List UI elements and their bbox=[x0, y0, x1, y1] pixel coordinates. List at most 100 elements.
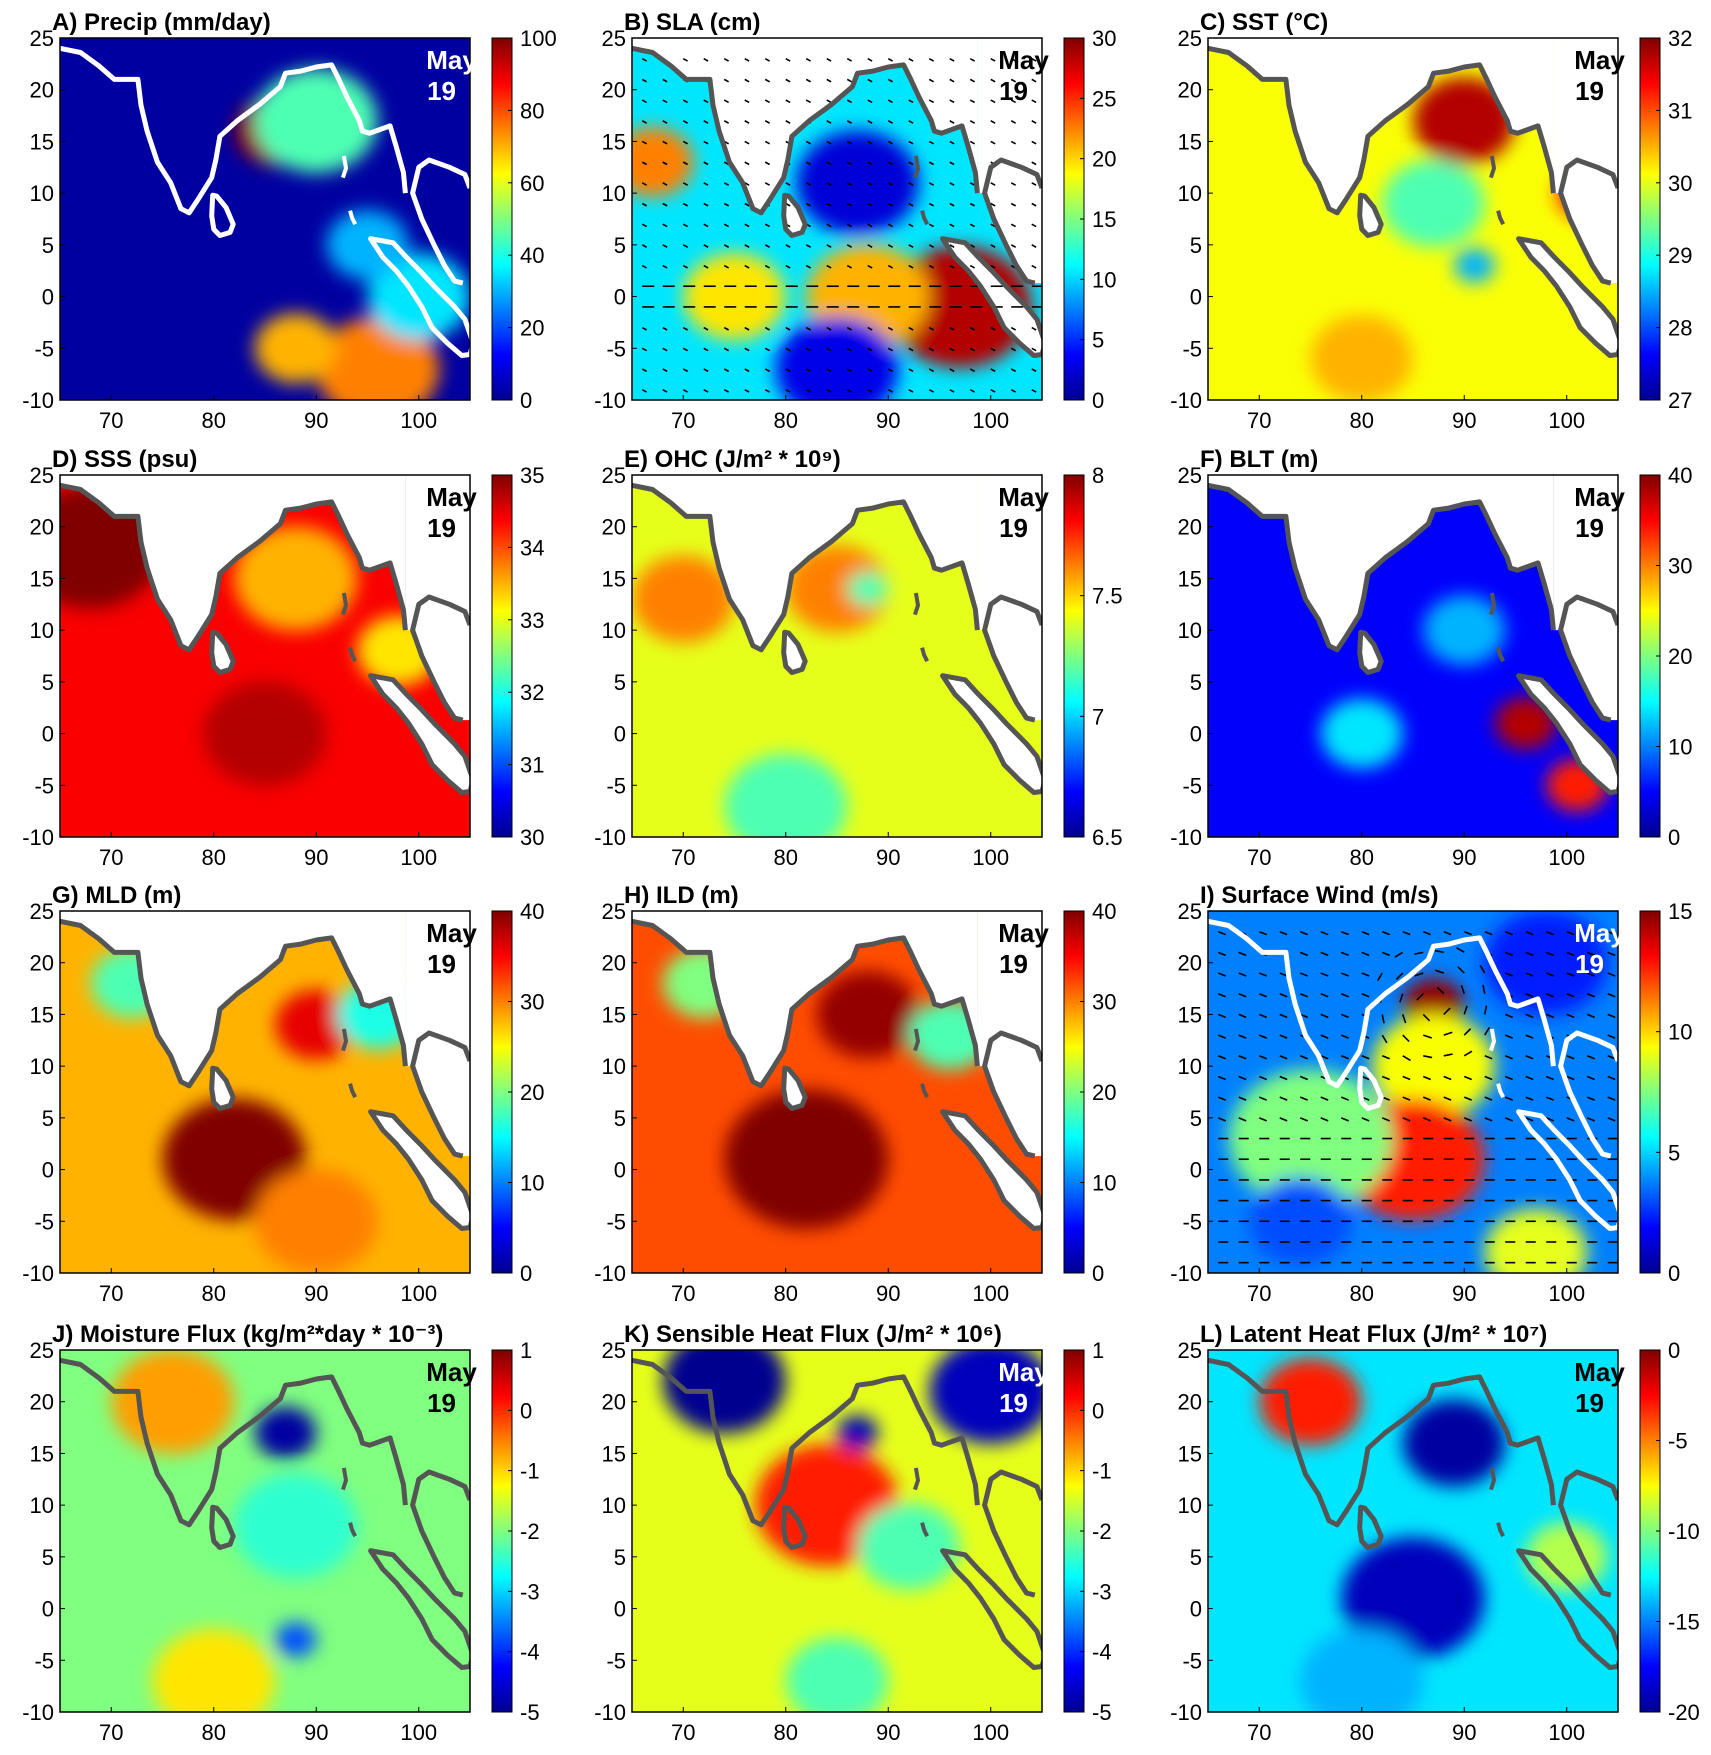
vector-arrow bbox=[990, 140, 996, 145]
coastline-andaman bbox=[913, 155, 920, 179]
vector-arrow bbox=[846, 326, 853, 331]
vector-arrow bbox=[723, 368, 730, 373]
colorbar-tick-label: 30 bbox=[520, 990, 544, 1015]
vector-arrow bbox=[1361, 1075, 1370, 1081]
x-tick-label: 80 bbox=[1350, 1281, 1374, 1306]
coastline bbox=[1208, 45, 1618, 358]
vector-arrow bbox=[805, 99, 812, 104]
heatmap-field bbox=[60, 475, 470, 837]
heatmap-anomaly bbox=[234, 1473, 358, 1579]
vector-arrow bbox=[785, 388, 791, 393]
vector-arrow bbox=[908, 202, 914, 207]
y-tick-label: -5 bbox=[34, 336, 54, 361]
vector-arrow bbox=[1320, 1013, 1329, 1019]
vector-arrow bbox=[1361, 930, 1370, 936]
vector-arrow bbox=[1217, 1075, 1226, 1081]
coastline-andaman bbox=[913, 1028, 920, 1052]
vector-arrow bbox=[1258, 1075, 1267, 1081]
heatmap-anomaly bbox=[785, 1637, 889, 1712]
x-tick-label: 70 bbox=[671, 1281, 695, 1306]
x-tick-label: 100 bbox=[400, 1720, 437, 1745]
vector-arrow bbox=[887, 120, 894, 124]
coastline-andaman bbox=[341, 1467, 348, 1491]
colorbar-tick-label: 0 bbox=[1092, 388, 1104, 413]
heatmap-anomaly bbox=[1310, 315, 1413, 400]
vector-arrow bbox=[641, 120, 648, 124]
land-mask bbox=[1208, 38, 1554, 213]
panel-b-title: B) SLA (cm) bbox=[624, 9, 760, 36]
axes-frame bbox=[1207, 1349, 1619, 1713]
y-tick-label: 10 bbox=[602, 1054, 626, 1079]
vector-arrow bbox=[785, 244, 791, 248]
y-tick-label: 20 bbox=[30, 515, 54, 540]
coastline-sri-lanka bbox=[209, 1065, 236, 1111]
y-tick-label: 25 bbox=[30, 26, 54, 51]
y-tick-label: 10 bbox=[30, 1054, 54, 1079]
heatmap-field bbox=[60, 1350, 470, 1712]
vector-arrow bbox=[805, 244, 812, 248]
vector-arrow bbox=[662, 99, 668, 104]
heatmap-anomaly bbox=[632, 555, 735, 643]
y-tick-label: 25 bbox=[1178, 1338, 1202, 1363]
vector-arrow bbox=[1340, 951, 1349, 957]
vector-arrow bbox=[846, 368, 853, 373]
vector-arrow bbox=[990, 388, 996, 393]
colorbar-tick-label: 15 bbox=[1092, 207, 1116, 232]
vector-arrow bbox=[867, 161, 873, 166]
x-tick-label: 80 bbox=[774, 1281, 798, 1306]
vector-arrow bbox=[1456, 947, 1465, 954]
colorbar-tick-label: -5 bbox=[1092, 1700, 1112, 1725]
vector-arrow bbox=[1381, 1014, 1385, 1024]
vector-arrow bbox=[1422, 1117, 1431, 1122]
date-label-day: 19 bbox=[427, 513, 456, 543]
vector-arrow bbox=[1010, 78, 1017, 83]
coastline-malay bbox=[410, 1469, 470, 1598]
axes-frame bbox=[1207, 37, 1619, 401]
heatmap-anomaly bbox=[1484, 1208, 1588, 1273]
y-tick-label: 0 bbox=[1190, 722, 1202, 747]
coastline-malay bbox=[410, 1030, 470, 1159]
vector-arrow bbox=[867, 140, 873, 145]
vector-arrow bbox=[1299, 993, 1308, 998]
vector-arrow bbox=[1279, 930, 1288, 936]
vector-arrow bbox=[764, 99, 771, 104]
vector-arrow bbox=[928, 264, 935, 269]
heatmap-anomaly bbox=[837, 1415, 878, 1451]
coastline-sri-lanka bbox=[1357, 1504, 1384, 1550]
vector-arrow bbox=[908, 99, 914, 104]
vector-arrow bbox=[1607, 951, 1616, 957]
coastline-nicobar bbox=[348, 1522, 357, 1538]
coastline bbox=[60, 1357, 470, 1670]
vector-arrow bbox=[682, 140, 689, 145]
coastline bbox=[632, 1357, 1042, 1670]
vector-arrow bbox=[1238, 1096, 1247, 1101]
land-mask bbox=[412, 597, 470, 721]
vector-arrow bbox=[1607, 1055, 1616, 1060]
vector-arrow bbox=[949, 244, 955, 248]
vector-arrow bbox=[785, 326, 791, 331]
coastline bbox=[60, 45, 470, 358]
vector-arrow bbox=[744, 223, 750, 228]
land-mask bbox=[1553, 475, 1618, 631]
vector-arrow bbox=[990, 326, 996, 331]
x-tick-label: 70 bbox=[99, 1281, 123, 1306]
coastline-india bbox=[60, 45, 408, 216]
date-label-month: May bbox=[426, 482, 477, 512]
heatmap-anomaly bbox=[203, 681, 327, 786]
colorbar-tick-label: 29 bbox=[1668, 243, 1692, 268]
y-tick-label: 10 bbox=[602, 618, 626, 643]
y-tick-label: -10 bbox=[1170, 388, 1202, 413]
vector-arrow bbox=[1607, 1096, 1616, 1101]
colorbar-tick-label: 10 bbox=[1092, 267, 1116, 292]
vector-arrow bbox=[1279, 1055, 1288, 1060]
panel-e-title: E) OHC (J/m² * 10⁹) bbox=[624, 446, 841, 473]
vector-arrow bbox=[1525, 972, 1534, 977]
vector-arrow bbox=[969, 182, 976, 186]
vector-arrow bbox=[867, 202, 873, 207]
vector-arrow bbox=[908, 57, 914, 62]
vector-arrow bbox=[969, 78, 976, 83]
vector-arrow bbox=[826, 223, 832, 228]
vector-arrow bbox=[1361, 972, 1370, 977]
